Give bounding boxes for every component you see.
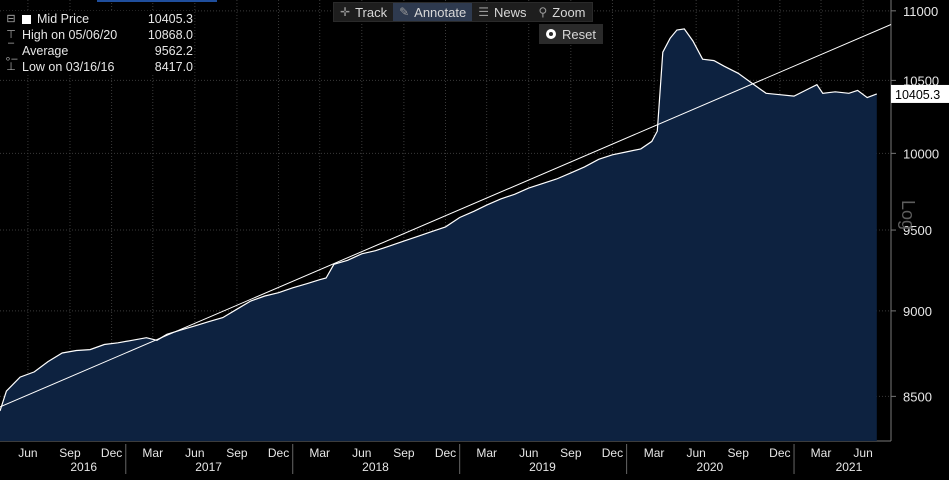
collapse-icon[interactable]: ⊟	[6, 13, 16, 25]
x-tick-label: Jun	[686, 446, 705, 460]
legend-row-high[interactable]: ⊤ High on 05/06/20 10868.0	[3, 27, 193, 43]
x-year-label: 2020	[697, 460, 724, 474]
x-tick-label: Jun	[185, 446, 204, 460]
x-year-label: 2017	[195, 460, 222, 474]
x-tick-label: Jun	[519, 446, 538, 460]
news-icon: ☰	[478, 5, 489, 19]
average-marker-icon: –∘–	[4, 37, 18, 65]
annotate-button[interactable]: ✎ Annotate	[393, 3, 473, 21]
reset-label: Reset	[562, 26, 596, 42]
magnifier-icon: ⚲	[538, 5, 548, 19]
legend-row-low[interactable]: ⊥ Low on 03/16/16 8417.0	[3, 59, 193, 75]
reset-icon	[546, 29, 557, 39]
legend-value: 10868.0	[147, 28, 193, 42]
high-marker-icon: ⊤	[6, 29, 16, 41]
y-tick-label: 10000	[903, 146, 939, 161]
x-tick-label: Mar	[476, 446, 497, 460]
x-tick-label: Mar	[644, 446, 665, 460]
legend-label: Low on 03/16/16	[22, 60, 115, 74]
x-tick-label: Jun	[853, 446, 872, 460]
track-label: Track	[355, 4, 388, 20]
y-tick-label: 10500	[903, 73, 939, 88]
x-tick-label: Sep	[393, 446, 415, 460]
x-year-label: 2019	[529, 460, 556, 474]
x-year-label: 2016	[70, 460, 97, 474]
trend-line	[0, 24, 892, 408]
news-label: News	[493, 4, 527, 20]
legend-row-mid-price[interactable]: ⊟ Mid Price 10405.3	[3, 11, 193, 27]
pencil-icon: ✎	[399, 5, 410, 19]
legend-value: 10405.3	[147, 12, 193, 26]
annotate-label: Annotate	[414, 4, 467, 20]
news-button[interactable]: ☰ News	[472, 3, 532, 21]
x-tick-label: Sep	[728, 446, 750, 460]
chart-toolbar: ✛ Track ✎ Annotate ☰ News ⚲ Zoom	[333, 2, 593, 22]
x-tick-label: Dec	[769, 446, 790, 460]
x-tick-label: Dec	[435, 446, 456, 460]
last-value-label: 10405.3	[895, 88, 940, 102]
low-marker-icon: ⊥	[6, 61, 16, 73]
track-button[interactable]: ✛ Track	[334, 3, 393, 21]
legend-row-average[interactable]: –∘– Average 9562.2	[3, 37, 193, 65]
legend: ⊟ Mid Price 10405.3 ⊤ High on 05/06/20 1…	[3, 11, 193, 75]
x-tick-label: Mar	[811, 446, 832, 460]
zoom-label: Zoom	[552, 4, 586, 20]
x-year-label: 2018	[362, 460, 389, 474]
header-accent-bar	[97, 0, 217, 2]
x-tick-label: Jun	[18, 446, 37, 460]
series-area-fill	[0, 28, 877, 442]
legend-value: 9562.2	[154, 44, 193, 58]
y-tick-label: 8500	[903, 389, 932, 404]
legend-value: 8417.0	[154, 60, 193, 74]
x-tick-label: Sep	[226, 446, 248, 460]
zoom-button[interactable]: ⚲ Zoom	[532, 3, 591, 21]
x-tick-label: Dec	[602, 446, 623, 460]
x-tick-label: Dec	[268, 446, 289, 460]
x-year-label: 2021	[836, 460, 863, 474]
legend-label: Average	[22, 44, 69, 58]
x-tick-label: Jun	[352, 446, 371, 460]
x-tick-label: Dec	[101, 446, 122, 460]
reset-button[interactable]: Reset	[539, 24, 603, 44]
legend-label: Mid Price	[37, 12, 90, 26]
crosshair-icon: ✛	[340, 5, 351, 19]
x-tick-label: Sep	[59, 446, 81, 460]
series-swatch	[22, 14, 31, 24]
last-value-box	[891, 84, 949, 103]
y-tick-label: 9500	[903, 223, 932, 238]
x-tick-label: Mar	[142, 446, 163, 460]
x-tick-label: Sep	[560, 446, 582, 460]
x-tick-label: Mar	[309, 446, 330, 460]
legend-label: High on 05/06/20	[22, 28, 118, 42]
y-tick-label: 9000	[903, 304, 932, 319]
y-tick-label: 11000	[903, 4, 938, 19]
y-axis-title: Log	[898, 200, 918, 231]
